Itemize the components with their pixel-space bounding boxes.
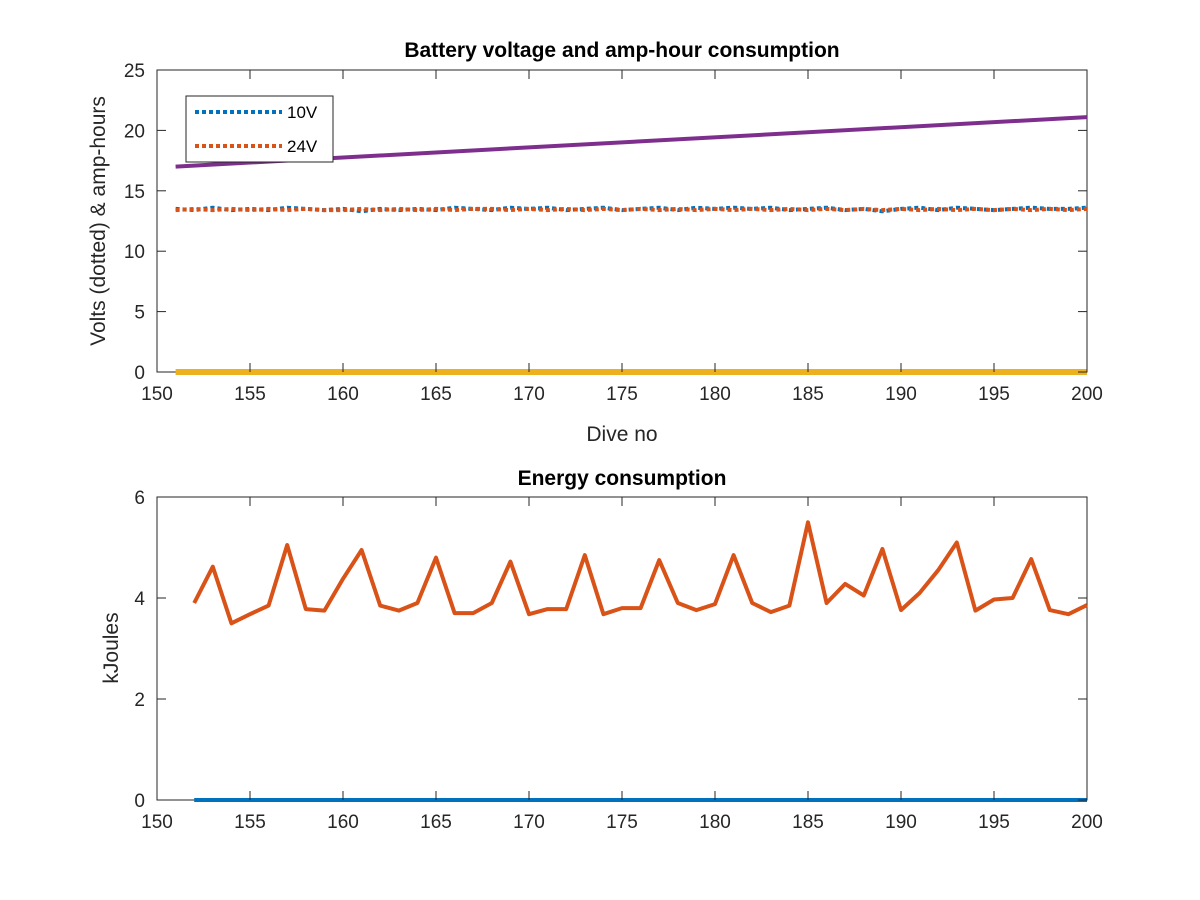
battery-plot-x-tick-label: 200 (1071, 384, 1103, 405)
battery-plot-title: Battery voltage and amp-hour consumption (404, 39, 839, 62)
energy-plot-y-tick-label: 2 (134, 690, 145, 711)
battery-plot-y-tick-label: 20 (124, 121, 145, 142)
battery-plot-x-tick-label: 155 (234, 384, 266, 405)
battery-plot: 150 155 160 165 170 175 180 185 190 195 200 051015… (87, 39, 1103, 446)
energy-plot-x-tick-label: 165 (420, 812, 452, 833)
battery-plot-x-tick-label: 160 (327, 384, 359, 405)
battery-plot-x-tick-label: 175 (606, 384, 638, 405)
battery-plot-y-tick-label: 5 (134, 303, 145, 324)
battery-plot-y-label: Volts (dotted) & amp-hours (87, 96, 110, 346)
energy-plot-y-ticks: 0 2 4 6 (134, 488, 1087, 812)
energy-plot-x-tick-label: 190 (885, 812, 917, 833)
battery-plot-y-tick-label: 0 (134, 363, 145, 384)
energy-plot-x-tick-label: 150 (141, 812, 173, 833)
energy-plot-y-tick-label: 0 (134, 791, 145, 812)
battery-plot-legend: 10V 24V (185, 95, 334, 163)
battery-plot-x-label: Dive no (586, 423, 657, 446)
energy-plot-y-tick-label: 6 (134, 488, 145, 509)
energy-plot-x-tick-label: 160 (327, 812, 359, 833)
battery-plot-x-tick-label: 150 (141, 384, 173, 405)
energy-plot-x-tick-label: 180 (699, 812, 731, 833)
battery-plot-x-tick-label: 180 (699, 384, 731, 405)
battery-plot-line-24v (175, 206, 1088, 213)
battery-plot-x-tick-label: 185 (792, 384, 824, 405)
battery-plot-x-tick-label: 195 (978, 384, 1010, 405)
energy-plot-x-tick-label: 200 (1071, 812, 1103, 833)
battery-plot-x-ticks: 150 155 160 165 170 175 180 185 190 195 200 (141, 70, 1103, 405)
energy-plot-x-tick-label: 195 (978, 812, 1010, 833)
energy-plot-x-ticks: 150 155 160 165 170 175 180 185 190 195 200 (141, 497, 1103, 833)
energy-plot-x-tick-label: 185 (792, 812, 824, 833)
energy-plot-x-tick-label: 155 (234, 812, 266, 833)
energy-plot-line-series-2 (192, 520, 1088, 626)
energy-plot-x-tick-label: 175 (606, 812, 638, 833)
battery-plot-y-tick-label: 25 (124, 61, 145, 82)
energy-plot-y-tick-label: 4 (134, 589, 145, 610)
battery-plot-x-tick-label: 190 (885, 384, 917, 405)
legend-box (185, 95, 334, 163)
battery-plot-y-ticks: 0 5 10 15 20 25 (124, 61, 1087, 384)
battery-plot-y-tick-label: 10 (124, 242, 145, 263)
energy-plot: 150 155 160 165 170 175 180 185 190 195 200 0 2 4 6 E… (100, 467, 1103, 833)
legend-label-10v: 10V (287, 103, 318, 122)
energy-plot-axes-box (156, 496, 1088, 801)
legend-label-24v: 24V (287, 137, 318, 156)
energy-plot-title: Energy consumption (518, 467, 727, 490)
energy-plot-y-label: kJoules (100, 612, 123, 683)
battery-plot-x-tick-label: 165 (420, 384, 452, 405)
energy-plot-x-tick-label: 170 (513, 812, 545, 833)
battery-plot-x-tick-label: 170 (513, 384, 545, 405)
battery-plot-y-tick-label: 15 (124, 182, 145, 203)
